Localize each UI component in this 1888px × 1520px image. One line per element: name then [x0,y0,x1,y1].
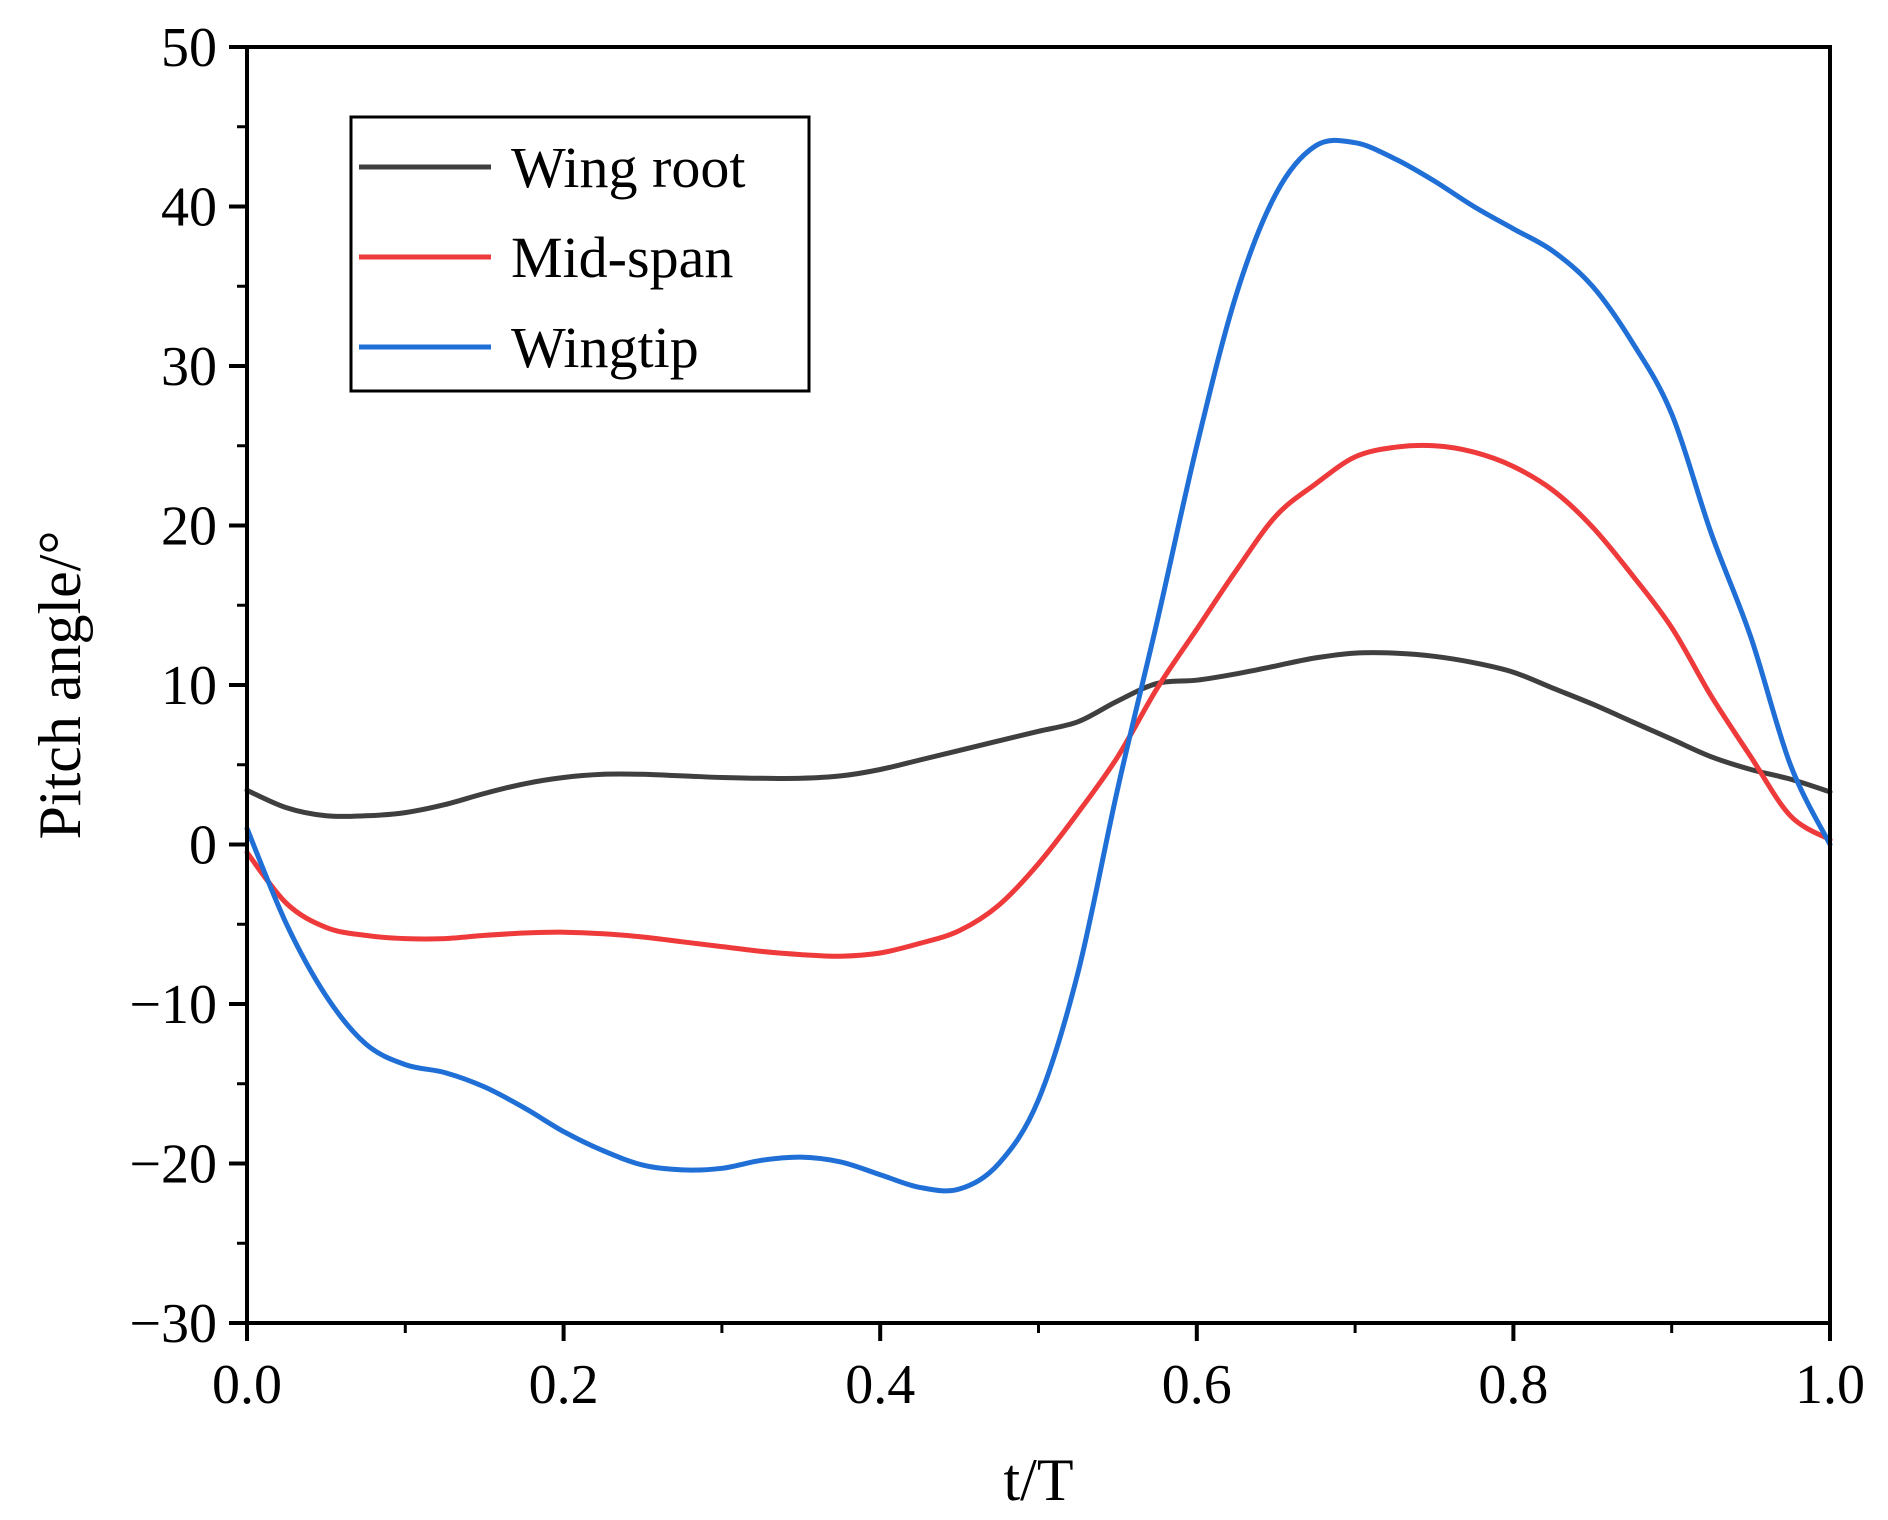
y-tick-label: −10 [129,974,217,1036]
legend-label-mid-span: Mid-span [511,225,733,290]
x-tick-label: 1.0 [1795,1354,1865,1416]
series-line-mid-span [244,442,1833,959]
x-tick-label: 0.8 [1478,1354,1548,1416]
y-tick-label: 10 [161,655,217,717]
y-tick-label: 40 [161,177,217,239]
y-tick-label: 20 [161,496,217,558]
y-tick-label: −30 [129,1293,217,1355]
x-tick-label: 0.4 [845,1354,915,1416]
y-tick-label: 50 [161,17,217,79]
legend-label-wing-root: Wing root [511,135,745,200]
y-axis-title: Pitch angle/° [27,531,93,840]
y-tick-label: −20 [129,1134,217,1196]
legend: Wing root Mid-span Wingtip [349,115,811,393]
series-layer [244,137,1833,1194]
x-axis-title: t/T [1004,1447,1074,1513]
series-line-wingtip [244,137,1833,1194]
axes-layer: 0.0 0.2 0.4 0.6 0.8 1.0 −30 −20 −10 0 10 20 30 40 50 t/… [27,17,1865,1513]
y-tick-label: 30 [161,336,217,398]
series-line-wing-root [244,650,1833,820]
x-tick-label: 0.6 [1162,1354,1232,1416]
x-tick-label: 0.2 [529,1354,599,1416]
x-tick-label: 0.0 [212,1354,282,1416]
legend-label-wingtip: Wingtip [511,315,699,380]
y-tick-label: 0 [189,815,217,877]
